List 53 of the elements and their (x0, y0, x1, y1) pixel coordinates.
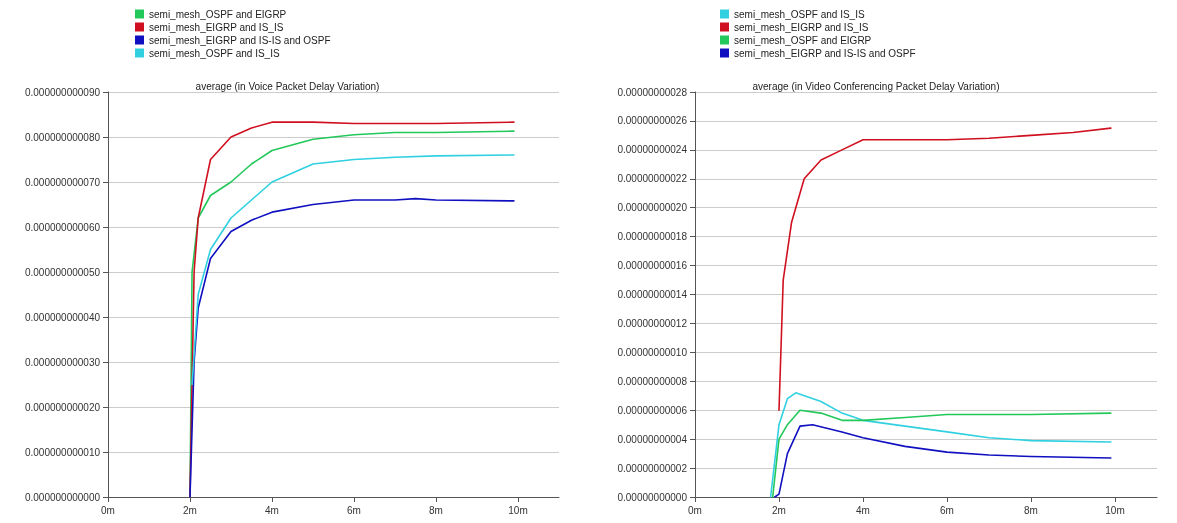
line-series (774, 423, 1112, 498)
y-tick-label: 0.00000000004 (617, 433, 688, 445)
legend-label: semi_mesh_OSPF and EIGRP (149, 8, 287, 20)
y-tick-label: 0.00000000028 (617, 86, 688, 98)
x-tick-label: 4m (856, 504, 870, 516)
line-series (189, 197, 515, 498)
legend-label: semi_mesh_EIGRP and IS_IS (734, 21, 869, 33)
chart-title: average (in Video Conferencing Packet Delay Variation) (752, 80, 1000, 92)
y-tick-label: 0.000000000010 (24, 446, 101, 458)
x-tick-label: 2m (772, 504, 786, 516)
y-tick-label: 0.00000000012 (617, 317, 688, 329)
line-series (191, 154, 515, 386)
x-tick-label: 6m (940, 504, 954, 516)
y-tick-label: 0.00000000010 (617, 346, 688, 358)
y-tick-label: 0.000000000060 (24, 221, 101, 233)
x-tick-label: 4m (265, 504, 279, 516)
x-tick-label: 0m (688, 504, 702, 516)
y-tick-label: 0.00000000006 (617, 404, 688, 416)
line-series (771, 409, 1112, 498)
x-tick-label: 6m (347, 504, 361, 516)
line-series (778, 127, 1112, 412)
y-tick-label: 0.000000000090 (24, 86, 101, 98)
y-tick-label: 0.000000000030 (24, 356, 101, 368)
x-tick-label: 10m (1105, 504, 1125, 516)
y-tick-label: 0.00000000018 (617, 231, 688, 243)
y-tick-label: 0.000000000040 (24, 311, 101, 323)
chart-title: average (in Voice Packet Delay Variation) (195, 80, 380, 92)
legend-label: semi_mesh_OSPF and IS_IS (734, 8, 865, 20)
y-tick-label: 0.00000000020 (617, 202, 688, 214)
x-tick-label: 10m (508, 504, 528, 516)
y-tick-label: 0.000000000070 (24, 176, 101, 188)
y-tick-label: 0.000000000000 (24, 491, 101, 503)
legend-label: semi_mesh_EIGRP and IS-IS and OSPF (149, 34, 331, 46)
legend-label: semi_mesh_EIGRP and IS_IS (149, 21, 284, 33)
y-tick-label: 0.000000000050 (24, 266, 101, 278)
legend-label: semi_mesh_OSPF and IS_IS (149, 47, 280, 59)
y-tick-label: 0.00000000002 (617, 462, 688, 474)
y-tick-label: 0.00000000024 (617, 144, 688, 156)
y-tick-label: 0.000000000080 (24, 131, 101, 143)
line-series (769, 392, 1112, 498)
x-tick-label: 0m (101, 504, 115, 516)
legend-label: semi_mesh_EIGRP and IS-IS and OSPF (734, 47, 916, 59)
x-tick-label: 8m (1024, 504, 1038, 516)
x-tick-label: 8m (429, 504, 443, 516)
y-tick-label: 0.00000000022 (617, 173, 688, 185)
y-tick-label: 0.00000000016 (617, 260, 688, 272)
y-tick-label: 0.00000000000 (617, 491, 688, 503)
y-tick-label: 0.00000000014 (617, 289, 688, 300)
y-tick-label: 0.00000000008 (617, 375, 688, 387)
x-tick-label: 2m (183, 504, 197, 516)
y-tick-label: 0.000000000020 (24, 401, 101, 413)
legend-label: semi_mesh_OSPF and EIGRP (734, 34, 872, 46)
y-tick-label: 0.00000000026 (617, 115, 688, 127)
